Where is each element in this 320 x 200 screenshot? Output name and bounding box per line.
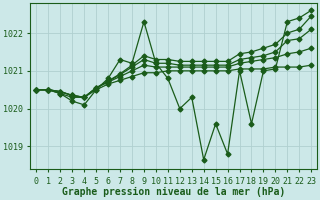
X-axis label: Graphe pression niveau de la mer (hPa): Graphe pression niveau de la mer (hPa): [62, 187, 285, 197]
